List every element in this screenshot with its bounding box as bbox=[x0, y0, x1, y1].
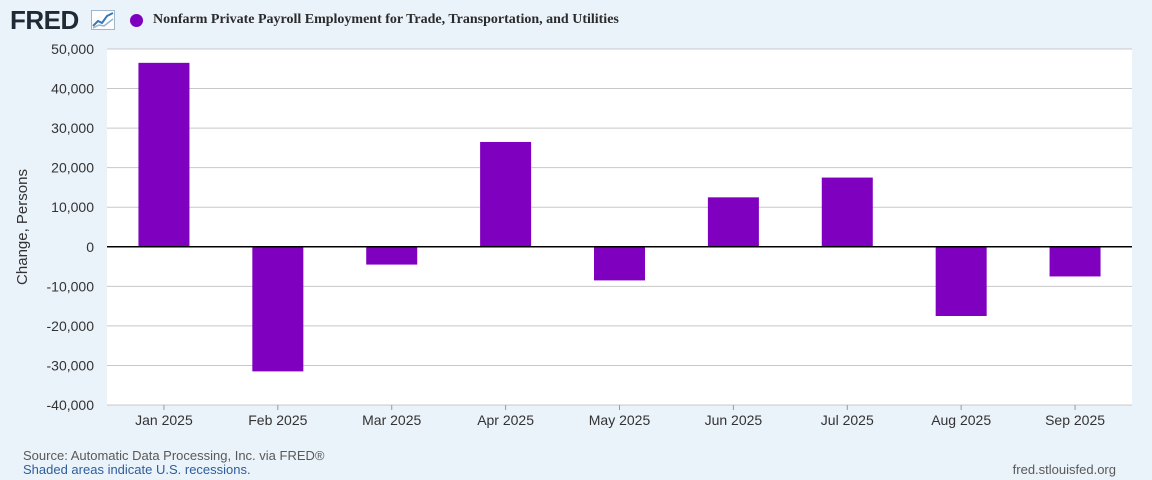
x-tick-label: Aug 2025 bbox=[931, 412, 991, 428]
bar-jan-2025[interactable] bbox=[138, 62, 190, 247]
trend-line-icon bbox=[91, 10, 115, 30]
x-axis-ticks: Jan 2025 Feb 2025 Mar 2025 Apr 2025 May 2025… bbox=[135, 405, 1105, 428]
legend-label: Nonfarm Private Payroll Employment for T… bbox=[153, 12, 619, 27]
bar-jun-2025[interactable] bbox=[707, 197, 759, 247]
y-axis-ticks: 50,000 40,000 30,000 20,000 10,000 0 -10,000 -2… bbox=[47, 41, 95, 413]
header: FRED Nonfarm Private Payroll Employment … bbox=[0, 0, 1152, 42]
y-tick-label: -30,000 bbox=[47, 357, 95, 373]
x-tick-label: Jun 2025 bbox=[705, 412, 763, 428]
y-tick-label: 10,000 bbox=[51, 199, 94, 215]
x-tick-label: Jan 2025 bbox=[135, 412, 193, 428]
x-tick-label: Mar 2025 bbox=[362, 412, 421, 428]
x-tick-label: Sep 2025 bbox=[1045, 412, 1105, 428]
y-tick-label: 50,000 bbox=[51, 41, 94, 57]
bar-aug-2025[interactable] bbox=[935, 246, 987, 316]
y-tick-label: -40,000 bbox=[47, 397, 95, 413]
bar-chart: 50,000 40,000 30,000 20,000 10,000 0 -10,000 -2… bbox=[14, 41, 1132, 428]
fred-logo[interactable]: FRED bbox=[10, 5, 79, 35]
y-tick-label: -20,000 bbox=[47, 318, 95, 334]
site-url[interactable]: fred.stlouisfed.org bbox=[1012, 462, 1116, 477]
y-tick-label: 30,000 bbox=[51, 120, 94, 136]
y-tick-label: 20,000 bbox=[51, 160, 94, 176]
y-tick-label: 40,000 bbox=[51, 81, 94, 97]
x-tick-label: Feb 2025 bbox=[248, 412, 307, 428]
y-tick-label: -10,000 bbox=[47, 278, 95, 294]
source-note: Source: Automatic Data Processing, Inc. … bbox=[23, 448, 325, 463]
legend-marker bbox=[130, 14, 143, 27]
x-tick-label: Apr 2025 bbox=[477, 412, 534, 428]
bar-may-2025[interactable] bbox=[594, 246, 645, 281]
bar-apr-2025[interactable] bbox=[480, 141, 532, 247]
y-axis-label: Change, Persons bbox=[14, 169, 31, 285]
x-tick-label: May 2025 bbox=[589, 412, 651, 428]
recession-note[interactable]: Shaded areas indicate U.S. recessions. bbox=[23, 462, 251, 477]
x-tick-label: Jul 2025 bbox=[821, 412, 874, 428]
bar-jul-2025[interactable] bbox=[821, 177, 873, 247]
bar-mar-2025[interactable] bbox=[366, 246, 418, 265]
bar-feb-2025[interactable] bbox=[252, 246, 304, 372]
bars bbox=[138, 62, 1101, 372]
y-tick-label: 0 bbox=[86, 239, 94, 255]
bar-sep-2025[interactable] bbox=[1049, 246, 1101, 277]
